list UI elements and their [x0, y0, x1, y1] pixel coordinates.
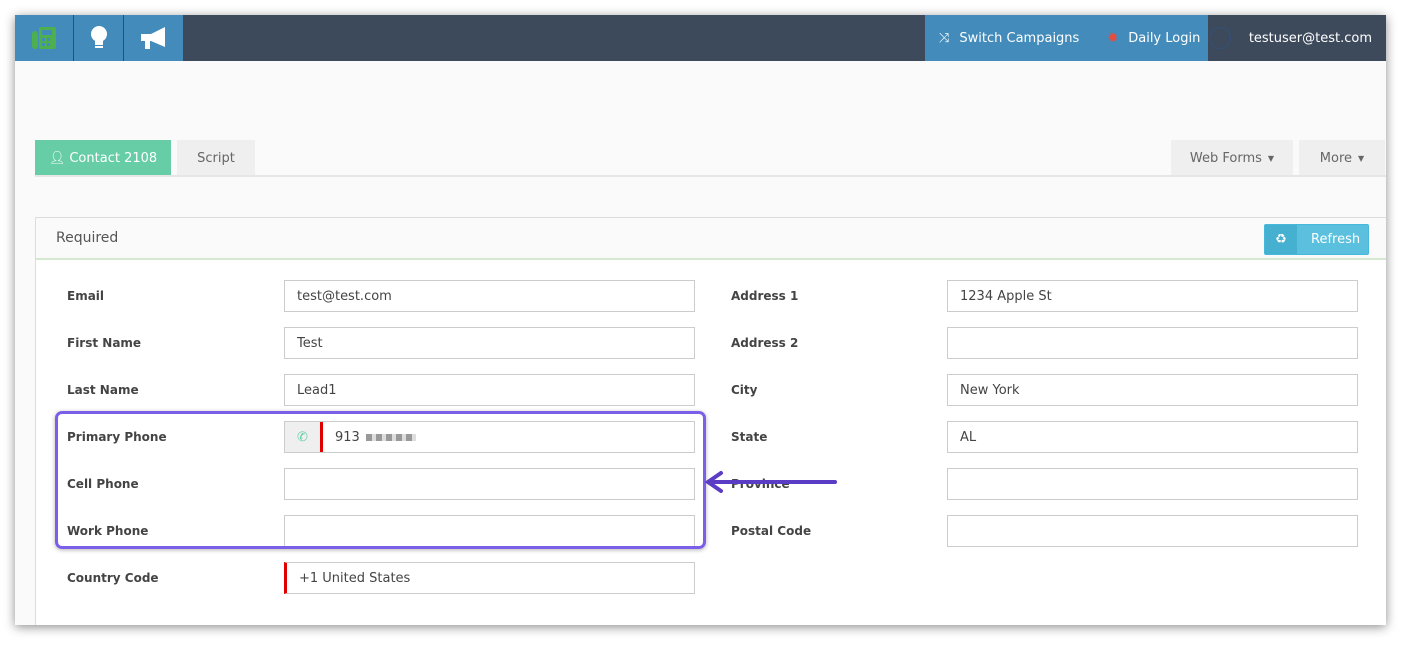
highlight-box — [55, 411, 706, 549]
field-label: Primary Phone — [67, 430, 167, 444]
work-phone-input[interactable] — [284, 515, 695, 547]
field-label: Last Name — [67, 383, 139, 397]
province-input[interactable] — [947, 468, 1358, 500]
refresh-button[interactable]: ♻ Refresh — [1264, 224, 1369, 255]
field-label: Work Phone — [67, 524, 149, 538]
announcements-button[interactable] — [124, 15, 183, 61]
arrow-annotation — [704, 471, 837, 493]
gear-icon: ✹ — [1107, 30, 1119, 46]
field-label: Email — [67, 289, 105, 303]
shuffle-icon: ⤨ — [939, 30, 950, 46]
field-label: Cell Phone — [67, 477, 139, 491]
field-label: City — [731, 383, 758, 397]
address-2-input[interactable] — [947, 327, 1358, 359]
user-icon: 👤︎ — [48, 150, 66, 166]
postal-code-input[interactable] — [947, 515, 1358, 547]
field-label: Country Code — [67, 571, 159, 585]
avatar — [1208, 27, 1231, 49]
more-dropdown[interactable]: More ▼ — [1299, 140, 1385, 176]
primary-phone-input[interactable]: ✆ 913 — [284, 421, 695, 453]
web-forms-dropdown[interactable]: Web Forms ▼ — [1171, 140, 1293, 176]
tab-contact[interactable]: 👤︎ Contact 2108 — [35, 140, 171, 176]
required-panel: Required ♻ Refresh Email test@test.com Firs… — [35, 217, 1386, 625]
daily-login-button[interactable]: ✹ Daily Login — [1107, 30, 1201, 46]
megaphone-icon — [140, 27, 165, 49]
top-navbar: ⤨ Switch Campaigns ✹ Daily Login testuser@… — [15, 15, 1386, 61]
switch-campaigns-button[interactable]: ⤨ Switch Campaigns — [939, 30, 1080, 46]
panel-title: Required — [56, 230, 119, 246]
field-label: Address 1 — [731, 289, 799, 303]
country-code-value: +1 United States — [299, 570, 411, 586]
recycle-icon: ♻ — [1265, 225, 1297, 254]
app-window: ⤨ Switch Campaigns ✹ Daily Login testuser@… — [15, 15, 1386, 625]
city-input[interactable]: New York — [947, 374, 1358, 406]
field-label: Address 2 — [731, 336, 799, 350]
ideas-button[interactable] — [74, 15, 123, 61]
address-1-input[interactable]: 1234 Apple St — [947, 280, 1358, 312]
call-button[interactable]: ✆ — [285, 422, 323, 452]
email-input[interactable]: test@test.com — [284, 280, 695, 312]
tab-script[interactable]: Script — [177, 140, 255, 176]
field-label: Postal Code — [731, 524, 812, 538]
cell-phone-input[interactable] — [284, 468, 695, 500]
last-name-input[interactable]: Lead1 — [284, 374, 695, 406]
field-label: State — [731, 430, 768, 444]
fax-phone-button[interactable] — [15, 15, 73, 61]
lightbulb-icon — [90, 26, 107, 48]
country-code-input[interactable]: +1 United States — [284, 562, 695, 594]
caret-down-icon: ▼ — [1358, 153, 1365, 163]
field-label: First Name — [67, 336, 142, 350]
user-menu[interactable]: testuser@test.com — [1208, 15, 1386, 61]
phone-value: 913 — [335, 429, 360, 445]
tab-divider — [35, 175, 1386, 177]
fax-phone-icon — [32, 27, 56, 49]
state-input[interactable]: AL — [947, 421, 1358, 453]
blurred-digits — [365, 433, 416, 441]
caret-down-icon: ▼ — [1267, 153, 1275, 163]
first-name-input[interactable]: Test — [284, 327, 695, 359]
